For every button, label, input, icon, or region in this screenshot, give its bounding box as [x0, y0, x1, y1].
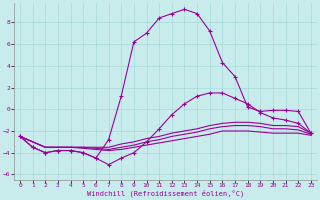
X-axis label: Windchill (Refroidissement éolien,°C): Windchill (Refroidissement éolien,°C) — [87, 190, 244, 197]
